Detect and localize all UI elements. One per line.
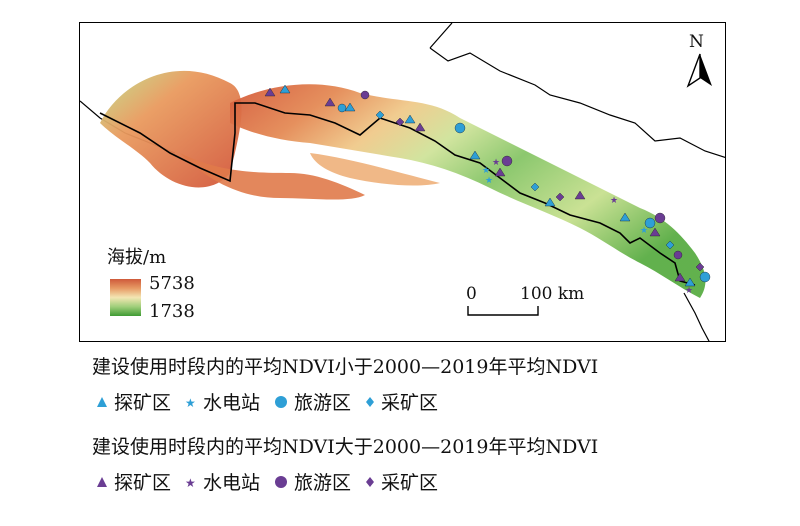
marker-layer: ★ ★ ★ ★ ★ ★ [264,84,711,296]
marker-mining-above [555,192,565,202]
north-arrow-icon [686,53,712,88]
legend-item: 探矿区 [96,388,171,415]
legend-item: 采矿区 [365,388,438,415]
marker-tourism-below [337,103,347,113]
marker-exploration-above [574,190,586,200]
legend-item-label: 水电站 [203,392,261,414]
circle-icon [275,475,288,488]
marker-exploration-above [649,227,661,237]
terrain-mid [310,153,440,186]
terrain-belt [230,84,706,298]
elevation-max-label: 5738 [149,273,195,294]
legend-group-below-title: 建设使用时段内的平均NDVI小于2000—2019年平均NDVI [92,356,599,378]
marker-mining-above [695,262,705,272]
legend-group-below-items: 探矿区 ★ 水电站 旅游区 采矿区 [96,388,452,415]
marker-mining-below [530,182,540,192]
legend-item-label: 水电站 [203,472,261,494]
marker-tourism-above [360,90,370,100]
marker-exploration-above [674,272,686,282]
marker-mining-below [665,240,675,250]
marker-exploration-below [344,102,356,112]
diamond-icon [366,396,375,407]
legend-item-label: 旅游区 [294,392,352,414]
marker-hydro-below: ★ [485,176,493,186]
map-canvas: ★ ★ ★ ★ ★ ★ [80,23,725,341]
marker-tourism-above [673,250,683,260]
marker-exploration-below [404,114,416,124]
marker-tourism-below [644,217,656,229]
marker-tourism-above [501,155,513,167]
scale-bar-value: 100 km [520,284,585,304]
star-icon: ★ [185,396,196,408]
marker-exploration-below [619,212,631,222]
legend-group-above-items: 探矿区 ★ 水电站 旅游区 采矿区 [96,468,452,495]
marker-tourism-above [654,212,666,224]
legend-item: 采矿区 [365,468,438,495]
legend-item-label: 采矿区 [381,392,439,414]
legend-item-label: 采矿区 [381,472,439,494]
marker-mining-below [375,110,385,120]
marker-tourism-below [699,271,711,283]
province-boundary [99,102,696,286]
marker-exploration-below [544,197,556,207]
triangle-icon [97,476,107,487]
legend-item: ★ 水电站 [185,468,260,495]
boundary-line-north [429,23,725,158]
svg-text:★: ★ [185,476,196,488]
elevation-min-label: 1738 [149,301,195,322]
scale-bar [467,306,539,316]
legend-item: ★ 水电站 [185,388,260,415]
legend-item-label: 探矿区 [114,392,172,414]
marker-hydro-above: ★ [685,286,693,296]
marker-exploration-below [469,150,481,160]
legend-item-label: 旅游区 [294,472,352,494]
marker-exploration-above [414,122,426,132]
marker-exploration-below [279,84,291,94]
star-icon: ★ [185,476,196,488]
legend-item: 探矿区 [96,468,171,495]
triangle-icon [97,396,107,407]
legend-group-above-title: 建设使用时段内的平均NDVI大于2000—2019年平均NDVI [92,436,599,458]
circle-icon [275,395,288,408]
marker-exploration-below [684,277,696,287]
boundary-line-east [683,292,710,341]
marker-exploration-above [324,97,336,107]
elevation-legend-title: 海拔/m [107,247,167,268]
diamond-icon [366,476,375,487]
legend-item: 旅游区 [274,468,351,495]
scale-bar-zero: 0 [466,284,477,304]
legend-item: 旅游区 [274,388,351,415]
legend-item-label: 探矿区 [114,472,172,494]
elevation-color-ramp [110,279,141,316]
north-arrow-label: N [689,32,704,52]
marker-hydro-below: ★ [482,166,490,176]
marker-mining-above [395,117,405,127]
terrain-west-south [180,153,365,200]
svg-text:★: ★ [185,396,196,408]
marker-hydro-above: ★ [610,196,618,206]
marker-hydro-below: ★ [640,226,648,236]
marker-exploration-above [264,87,276,97]
marker-tourism-below [454,122,466,134]
map-frame[interactable]: ★ ★ ★ ★ ★ ★ [79,22,726,342]
marker-exploration-above [494,167,506,177]
terrain-west [100,70,242,188]
marker-hydro-above: ★ [492,158,500,168]
